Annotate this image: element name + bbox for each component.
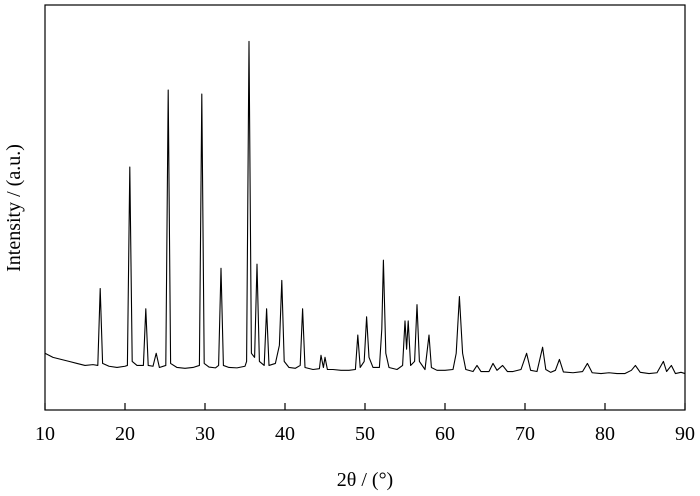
x-tick-label: 10: [35, 423, 55, 445]
x-tick-label: 70: [515, 423, 535, 445]
x-tick-label: 30: [195, 423, 215, 445]
y-axis-label: Intensity / (a.u.): [3, 144, 25, 272]
x-tick-label: 90: [675, 423, 695, 445]
x-tick-label: 40: [275, 423, 295, 445]
x-tick-label: 20: [115, 423, 135, 445]
x-axis-label: 2θ / (°): [337, 469, 393, 491]
x-tick-label: 60: [435, 423, 455, 445]
data-line: [44, 40, 686, 375]
x-tick-label: 80: [595, 423, 615, 445]
x-tick-label: 50: [355, 423, 375, 445]
